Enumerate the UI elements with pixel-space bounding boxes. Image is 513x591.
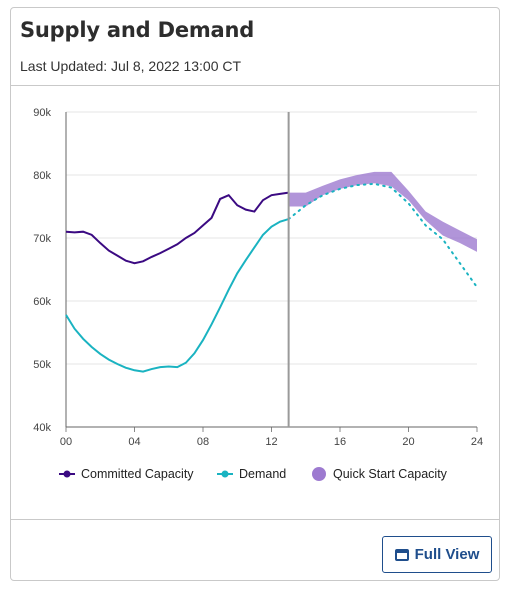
- demand-forecast-line: [287, 182, 478, 289]
- y-tick-label: 70k: [33, 233, 51, 245]
- y-tick-label: 50k: [33, 359, 51, 371]
- x-tick-label: 16: [334, 436, 346, 448]
- window-icon: [394, 548, 409, 561]
- legend-committed-capacity-swatch-dot: [63, 470, 71, 478]
- legend-demand-swatch-dot: [221, 470, 229, 478]
- card-title: Supply and Demand: [20, 18, 255, 42]
- committed-capacity-line: [65, 191, 289, 265]
- quick-start-capacity-band: [288, 171, 477, 252]
- y-tick-label: 40k: [33, 422, 51, 434]
- x-tick-label: 00: [60, 436, 72, 448]
- legend-quick-start-capacity-swatch: [312, 467, 326, 481]
- x-tick-label: 08: [197, 436, 209, 448]
- y-tick-label: 80k: [33, 170, 51, 182]
- x-tick-label: 24: [471, 436, 483, 448]
- last-updated-text: Last Updated: Jul 8, 2022 13:00 CT: [20, 58, 242, 74]
- legend-quick-start-capacity-label: Quick Start Capacity: [333, 467, 448, 481]
- supply-demand-chart: 40k 50k 60k 70k 80k 90k 00 04 08 12 16 20 24 Committe…: [33, 107, 483, 481]
- x-tick-label: 20: [402, 436, 414, 448]
- x-tick-label: 04: [128, 436, 140, 448]
- demand-line: [65, 218, 289, 373]
- card-header: Supply and Demand Last Updated: Jul 8, 2…: [11, 8, 499, 86]
- x-tick-label: 12: [265, 436, 277, 448]
- full-view-button[interactable]: Full View: [382, 536, 492, 573]
- chart-area: 40k 50k 60k 70k 80k 90k 00 04 08 12 16 20 24 Committe…: [11, 85, 499, 520]
- legend-demand-label: Demand: [239, 467, 286, 481]
- supply-demand-card: Supply and Demand Last Updated: Jul 8, 2…: [10, 7, 500, 581]
- y-tick-label: 90k: [33, 107, 51, 119]
- full-view-label: Full View: [414, 546, 480, 563]
- legend-committed-capacity-label: Committed Capacity: [81, 467, 194, 481]
- y-tick-label: 60k: [33, 296, 51, 308]
